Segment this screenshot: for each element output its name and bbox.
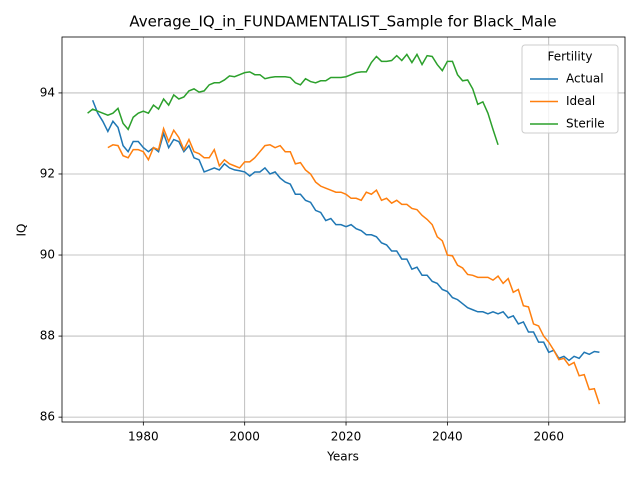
x-tick-label: 2000	[229, 430, 260, 444]
x-tick-label: 2060	[533, 430, 564, 444]
plot-frame	[61, 36, 626, 423]
x-tick-label: 1980	[128, 430, 159, 444]
y-tick-label: 86	[40, 410, 55, 424]
y-tick-label: 90	[40, 248, 55, 262]
x-tick-label: 2020	[331, 430, 362, 444]
legend-title: Fertility	[547, 50, 592, 64]
legend-box	[521, 44, 619, 134]
x-tick-label: 2040	[432, 430, 463, 444]
y-axis-label: IQ	[15, 224, 29, 237]
legend-label: Actual	[566, 72, 604, 86]
series-line	[107, 126, 601, 405]
series-line	[87, 52, 499, 146]
legend-label: Sterile	[566, 117, 605, 131]
y-tick-label: 94	[40, 85, 55, 99]
series-line	[91, 99, 600, 362]
x-axis-label: Years	[326, 450, 359, 464]
y-tick-label: 88	[40, 329, 55, 343]
legend-label: Ideal	[566, 94, 595, 108]
chart-title: Average_IQ_in_FUNDAMENTALIST_Sample for …	[129, 13, 556, 32]
y-tick-label: 92	[40, 166, 55, 180]
